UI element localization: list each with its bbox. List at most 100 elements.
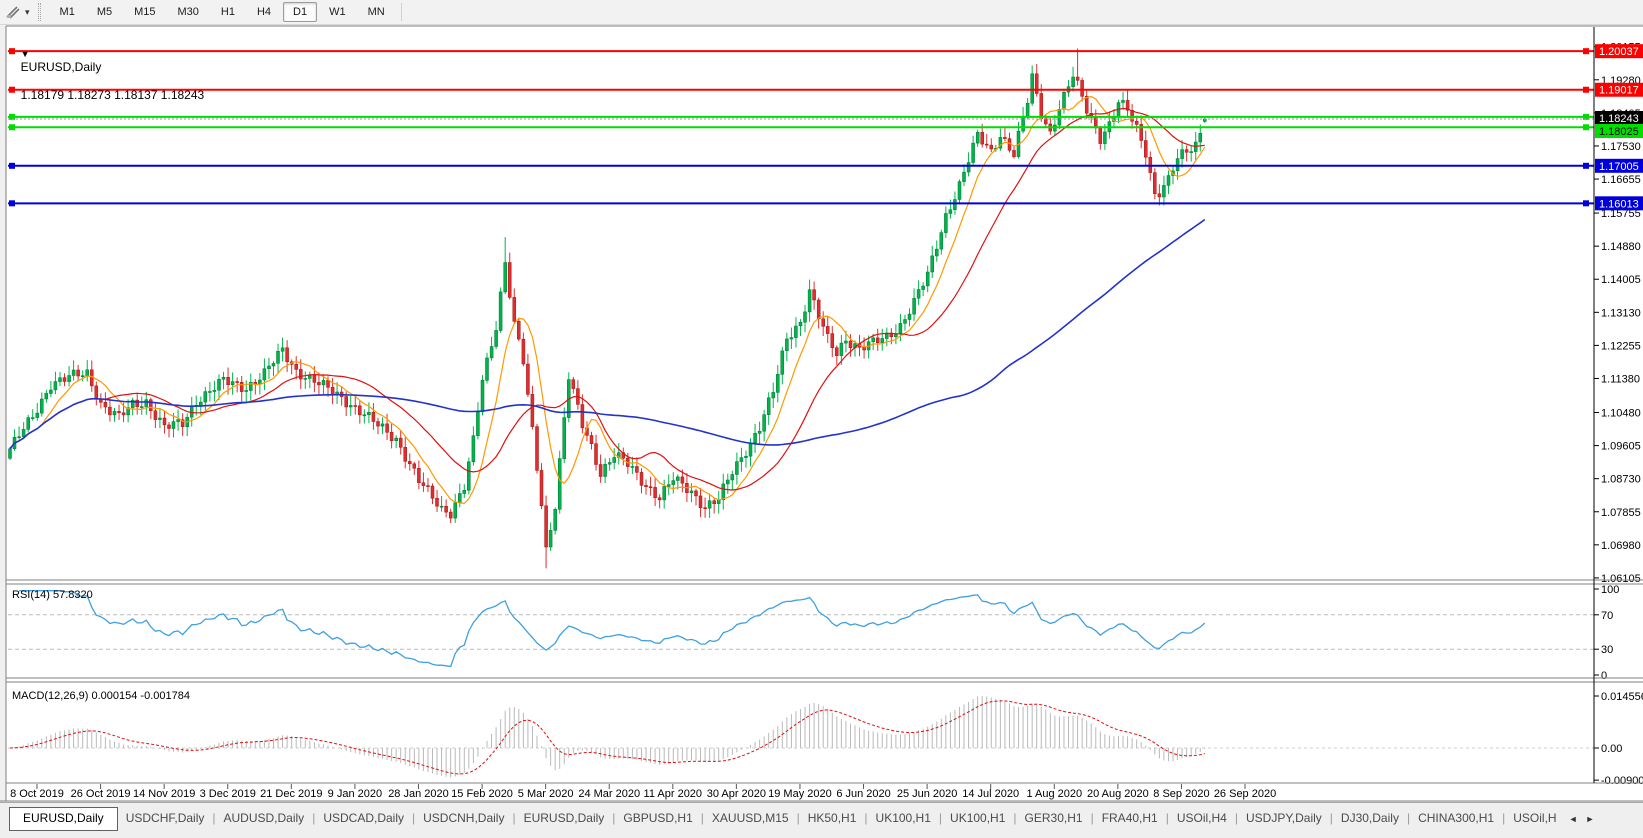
svg-text:1 Aug 2020: 1 Aug 2020 <box>1026 788 1082 800</box>
svg-text:70: 70 <box>1601 610 1613 622</box>
svg-text:25 Jun 2020: 25 Jun 2020 <box>897 788 958 800</box>
tab-separator: | <box>864 811 868 825</box>
svg-text:1.07855: 1.07855 <box>1601 507 1641 519</box>
svg-text:14 Nov 2019: 14 Nov 2019 <box>133 788 195 800</box>
chart-title-symbol: EURUSD,Daily <box>20 60 102 74</box>
tab-separator: | <box>312 811 316 825</box>
svg-text:26 Oct 2019: 26 Oct 2019 <box>71 788 131 800</box>
svg-text:1.14880: 1.14880 <box>1601 241 1641 253</box>
chart-tab-usdchf-daily[interactable]: USDCHF,Daily <box>125 811 205 825</box>
tab-separator: | <box>212 811 216 825</box>
svg-text:100: 100 <box>1601 584 1619 596</box>
chart-tab-usoil-h[interactable]: USOil,H <box>1513 811 1557 825</box>
chart-tab-usdjpy-daily[interactable]: USDJPY,Daily <box>1245 811 1322 825</box>
svg-text:0: 0 <box>1601 670 1607 682</box>
svg-text:1.16013: 1.16013 <box>1599 198 1639 210</box>
chart-tab-eurusd-daily[interactable]: EURUSD,Daily <box>9 807 118 831</box>
tab-separator: | <box>1406 811 1411 825</box>
svg-text:1.13130: 1.13130 <box>1601 307 1641 319</box>
tabs-scroll-left-icon[interactable]: ◄ <box>1568 814 1578 824</box>
chart-tab-uk100-h1[interactable]: UK100,H1 <box>950 811 1006 825</box>
svg-text:19 May 2020: 19 May 2020 <box>768 788 832 800</box>
svg-text:1.18243: 1.18243 <box>1599 113 1639 125</box>
tab-separator: | <box>1090 811 1094 825</box>
ma-line-8 <box>9 95 1206 505</box>
timeframe-button-m1[interactable]: M1 <box>59 6 75 18</box>
chart-tab-usdcnh-daily[interactable]: USDCNH,Daily <box>423 811 505 825</box>
svg-text:0.00: 0.00 <box>1601 743 1622 755</box>
tab-separator: | <box>1502 811 1506 825</box>
tab-separator: | <box>1234 811 1238 825</box>
svg-text:8 Sep 2020: 8 Sep 2020 <box>1153 788 1209 800</box>
chart-tab-hk50-h1[interactable]: HK50,H1 <box>807 811 857 825</box>
top-toolbar: ▾ M1 M5 M15 M30 H1 H4 D1 W1 MN <box>0 0 1643 25</box>
macd-signal-line <box>9 700 1205 775</box>
chart-tab-usoil-h4[interactable]: USOil,H4 <box>1176 811 1227 825</box>
timeframe-button-w1[interactable]: W1 <box>329 6 346 18</box>
svg-text:1.08730: 1.08730 <box>1601 474 1641 486</box>
timeframe-button-m15[interactable]: M15 <box>134 6 156 18</box>
svg-text:1.17005: 1.17005 <box>1599 161 1639 173</box>
tab-separator: | <box>1013 811 1017 825</box>
chart-tab-gbpusd-h1[interactable]: GBPUSD,H1 <box>623 811 693 825</box>
ma-line-100 <box>9 218 1206 450</box>
svg-text:3 Dec 2019: 3 Dec 2019 <box>200 788 256 800</box>
tab-separator: | <box>412 811 416 825</box>
svg-text:8 Oct 2019: 8 Oct 2019 <box>10 788 64 800</box>
svg-text:1.14005: 1.14005 <box>1601 274 1641 286</box>
rsi-indicator-label: RSI(14) 57.8320 <box>12 589 93 601</box>
timeframe-button-d1[interactable]: D1 <box>283 2 318 22</box>
toolbar-grip-handle[interactable] <box>37 3 41 21</box>
chart-tab-dj30-daily[interactable]: DJ30,Daily <box>1340 811 1399 825</box>
svg-text:24 Mar 2020: 24 Mar 2020 <box>578 788 640 800</box>
chart-title-ohlc: 1.18179 1.18273 1.18137 1.18243 <box>20 88 205 102</box>
macd-indicator-label: MACD(12,26,9) 0.000154 -0.001784 <box>12 690 190 702</box>
crosshair-draw-tool-icon[interactable] <box>5 4 21 20</box>
tab-separator: | <box>796 811 800 825</box>
tool-dropdown-arrow-icon[interactable]: ▾ <box>25 6 30 17</box>
chart-tab-ger30-h1[interactable]: GER30,H1 <box>1024 811 1083 825</box>
timeframe-button-mn[interactable]: MN <box>367 6 385 18</box>
tab-separator: | <box>938 811 943 825</box>
svg-text:14 Jul 2020: 14 Jul 2020 <box>962 788 1019 800</box>
svg-text:1.16655: 1.16655 <box>1601 174 1641 186</box>
svg-text:15 Feb 2020: 15 Feb 2020 <box>451 788 513 800</box>
svg-text:1.18025: 1.18025 <box>1599 126 1639 138</box>
chart-tab-fra40-h1[interactable]: FRA40,H1 <box>1101 811 1158 825</box>
svg-text:1.19017: 1.19017 <box>1599 85 1639 97</box>
chart-tabs-bar: EURUSD,Daily USDCHF,Daily | AUDUSD,Daily | US… <box>0 802 1643 838</box>
svg-text:9 Jan 2020: 9 Jan 2020 <box>328 788 382 800</box>
svg-text:26 Sep 2020: 26 Sep 2020 <box>1214 788 1276 800</box>
svg-text:30 Apr 2020: 30 Apr 2020 <box>707 788 766 800</box>
chart-tab-xauusd-m15[interactable]: XAUUSD,M15 <box>711 811 789 825</box>
ma-line-22 <box>9 107 1205 491</box>
svg-text:0.014556: 0.014556 <box>1601 691 1643 703</box>
collapse-triangle-icon[interactable]: ▼ <box>20 49 30 59</box>
chart-tab-audusd-daily[interactable]: AUDUSD,Daily <box>223 811 305 825</box>
toolbar-separator <box>400 3 402 21</box>
timeframe-button-m30[interactable]: M30 <box>177 6 199 18</box>
tab-separator: | <box>612 811 616 825</box>
chart-tab-uk100-h1[interactable]: UK100,H1 <box>875 811 931 825</box>
timeframe-button-m5[interactable]: M5 <box>96 6 113 18</box>
svg-text:1.10480: 1.10480 <box>1601 408 1641 420</box>
svg-text:1.06980: 1.06980 <box>1601 540 1641 552</box>
tab-separator: | <box>1165 811 1169 825</box>
svg-text:6 Jun 2020: 6 Jun 2020 <box>836 788 890 800</box>
svg-text:1.09605: 1.09605 <box>1601 441 1641 453</box>
svg-text:1.15755: 1.15755 <box>1601 208 1641 220</box>
rsi-line <box>19 590 1206 668</box>
timeframe-button-h1[interactable]: H1 <box>220 6 235 18</box>
tabs-scroll-right-icon[interactable]: ► <box>1585 814 1595 824</box>
svg-text:1.06105: 1.06105 <box>1601 573 1641 585</box>
chart-title: ▼ EURUSD,Daily 1.18179 1.18273 1.18137 1… <box>14 32 205 102</box>
svg-text:28 Jan 2020: 28 Jan 2020 <box>388 788 449 800</box>
timeframe-button-h4[interactable]: H4 <box>256 6 272 18</box>
tab-separator: | <box>700 811 704 825</box>
chart-tab-china300-h1[interactable]: CHINA300,H1 <box>1418 811 1495 825</box>
svg-text:20 Aug 2020: 20 Aug 2020 <box>1087 788 1149 800</box>
svg-text:1.11380: 1.11380 <box>1601 373 1640 385</box>
chart-tab-usdcad-daily[interactable]: USDCAD,Daily <box>323 811 404 825</box>
chart-tab-eurusd-daily[interactable]: EURUSD,Daily <box>523 811 605 825</box>
